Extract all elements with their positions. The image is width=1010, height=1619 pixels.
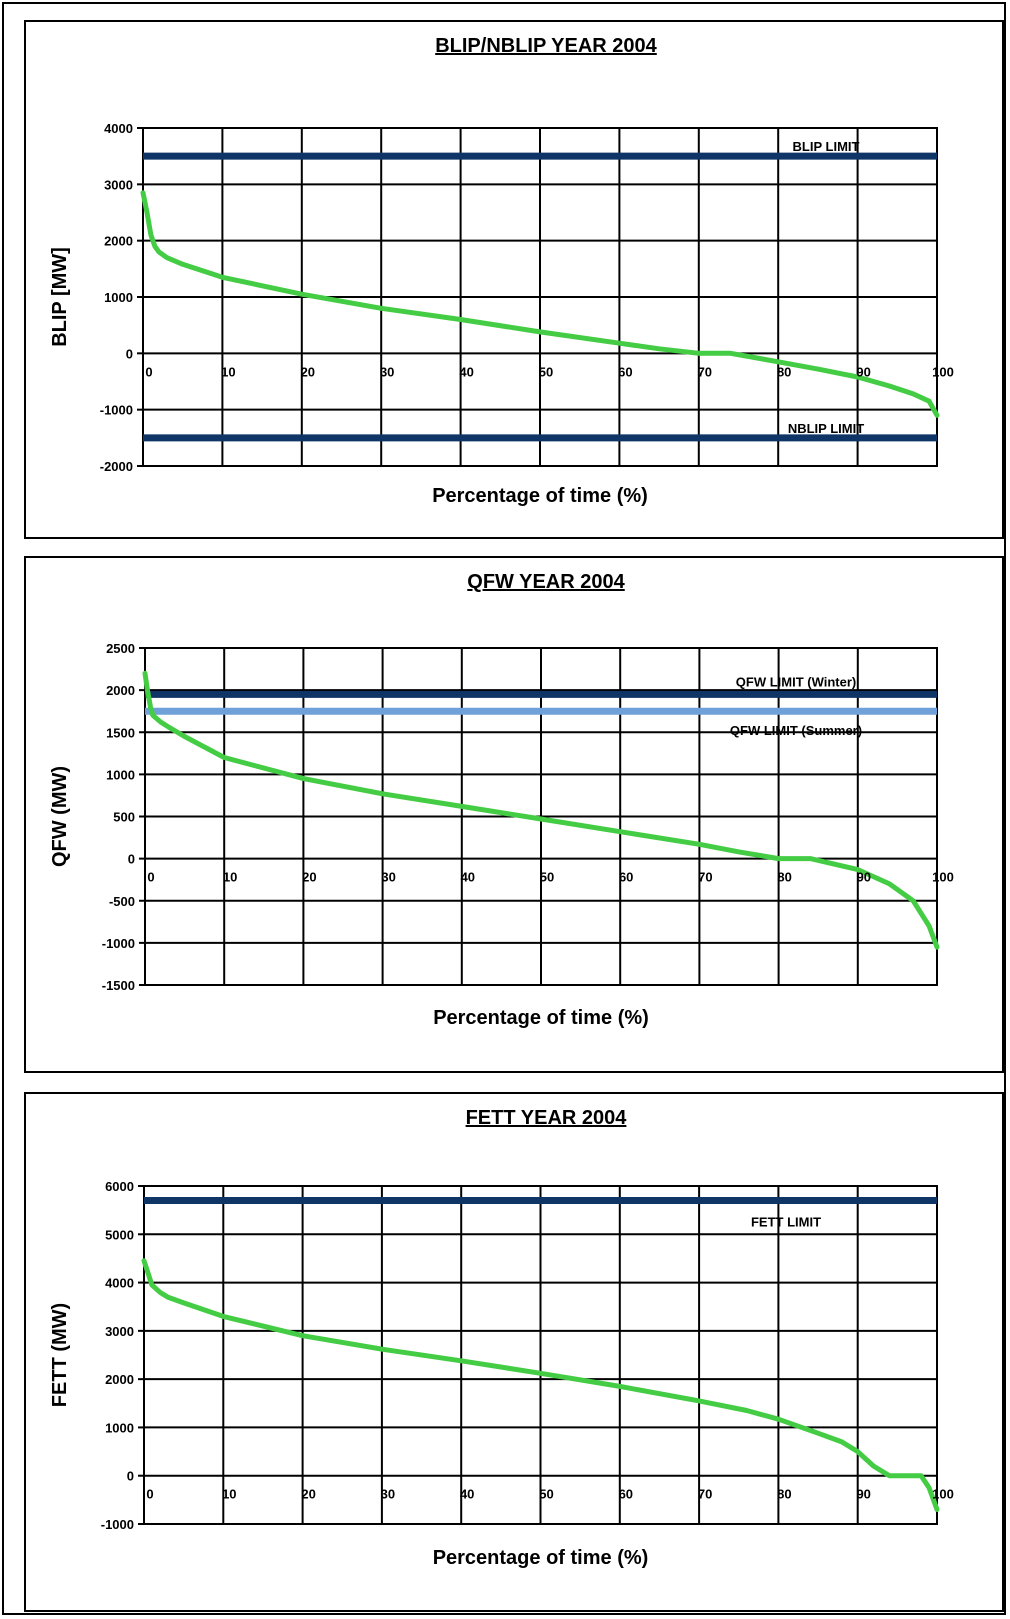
x-tick-label: 70 (698, 1487, 712, 1502)
x-tick-label: 80 (777, 870, 791, 885)
y-tick-label: -500 (109, 894, 135, 909)
x-tick-label: 100 (932, 1487, 954, 1502)
x-tick-label: 60 (618, 364, 632, 379)
x-tick-label: 0 (146, 1487, 153, 1502)
chart-title: FETT YEAR 2004 (466, 1107, 628, 1129)
chart-qfw: QFW YEAR 2004 QFW LIMIT (Winter) QFW LIMIT… (49, 571, 954, 1029)
x-tick-label: 50 (540, 870, 554, 885)
plot-area (143, 1185, 938, 1525)
limit-label: BLIP LIMIT (793, 139, 860, 154)
x-tick-label: 20 (301, 1487, 315, 1502)
y-tick-label: -1000 (102, 936, 135, 951)
limit-label: NBLIP LIMIT (788, 421, 864, 436)
y-tick-label: 0 (127, 1469, 134, 1484)
chart-panel-qfw: QFW YEAR 2004 QFW LIMIT (Winter) QFW LIMIT… (24, 556, 1004, 1073)
y-tick-label: 4000 (104, 121, 133, 136)
x-tick-label: 40 (461, 870, 475, 885)
x-tick-label: 10 (222, 1487, 236, 1502)
chart-panel-blip: BLIP/NBLIP YEAR 2004 BLIP LIMIT NBLIP LIMI… (24, 20, 1004, 539)
x-tick-label: 60 (619, 870, 633, 885)
x-tick-label: 20 (301, 364, 315, 379)
y-axis-title: QFW (MW) (49, 766, 71, 867)
y-tick-label: 1000 (106, 767, 135, 782)
chart-blip: BLIP/NBLIP YEAR 2004 BLIP LIMIT NBLIP LIMI… (49, 35, 954, 507)
y-tick-label: -1000 (101, 1517, 134, 1532)
y-tick-label: 2500 (106, 641, 135, 656)
series-line (142, 670, 940, 950)
x-tick-label: 0 (147, 870, 154, 885)
y-tick-label: -1500 (102, 978, 135, 993)
x-tick-label: 80 (777, 1487, 791, 1502)
x-tick-label: 100 (932, 364, 954, 379)
chart-panel-fett: FETT YEAR 2004 FETT LIMIT 0 10 20 30 40 50 60 70 8… (24, 1092, 1004, 1612)
chart-title: QFW YEAR 2004 (467, 571, 625, 593)
y-tick-label: 2000 (104, 234, 133, 249)
x-tick-label: 100 (932, 870, 954, 885)
x-tick-label: 50 (539, 1487, 553, 1502)
x-tick-label: 30 (381, 1487, 395, 1502)
x-tick-label: 40 (460, 1487, 474, 1502)
y-tick-label: 1000 (104, 290, 133, 305)
x-tick-label: 70 (698, 364, 712, 379)
x-tick-label: 0 (145, 364, 152, 379)
x-tick-label: 90 (857, 870, 871, 885)
series-line (140, 190, 940, 418)
y-tick-label: -1000 (100, 403, 133, 418)
y-tick-label: 3000 (105, 1324, 134, 1339)
x-tick-label: 80 (777, 364, 791, 379)
x-axis-title: Percentage of time (%) (433, 1007, 649, 1029)
y-tick-label: 2000 (105, 1372, 134, 1387)
y-tick-label: 0 (128, 852, 135, 867)
x-tick-label: 20 (302, 870, 316, 885)
x-axis-title: Percentage of time (%) (432, 485, 648, 507)
chart-fett: FETT YEAR 2004 FETT LIMIT 0 10 20 30 40 50 60 70 8… (49, 1107, 954, 1569)
y-tick-label: 3000 (104, 177, 133, 192)
y-tick-label: -2000 (100, 459, 133, 474)
y-axis-title: FETT (MW) (49, 1303, 71, 1407)
y-axis-title: BLIP [MW] (49, 247, 71, 347)
limit-label: FETT LIMIT (751, 1214, 821, 1229)
y-tick-label: 2000 (106, 683, 135, 698)
x-tick-label: 30 (380, 364, 394, 379)
y-tick-label: 6000 (105, 1179, 134, 1194)
y-tick-label: 500 (113, 810, 135, 825)
x-tick-label: 90 (856, 1487, 870, 1502)
limit-label: QFW LIMIT (Winter) (736, 674, 856, 689)
x-tick-label: 50 (539, 364, 553, 379)
chart-title: BLIP/NBLIP YEAR 2004 (435, 35, 657, 57)
x-tick-label: 10 (223, 870, 237, 885)
y-tick-label: 4000 (105, 1276, 134, 1291)
y-tick-label: 0 (126, 346, 133, 361)
limit-label: QFW LIMIT (Summer) (730, 723, 862, 738)
x-tick-label: 30 (381, 870, 395, 885)
series-line (141, 1258, 940, 1512)
x-tick-label: 70 (698, 870, 712, 885)
y-tick-label: 5000 (105, 1227, 134, 1242)
plot-area (142, 127, 938, 467)
x-tick-label: 60 (619, 1487, 633, 1502)
x-tick-label: 10 (221, 364, 235, 379)
x-tick-label: 40 (459, 364, 473, 379)
y-tick-label: 1500 (106, 725, 135, 740)
x-axis-title: Percentage of time (%) (433, 1547, 649, 1569)
y-tick-label: 1000 (105, 1420, 134, 1435)
x-tick-label: 90 (856, 364, 870, 379)
plot-area (144, 647, 938, 986)
